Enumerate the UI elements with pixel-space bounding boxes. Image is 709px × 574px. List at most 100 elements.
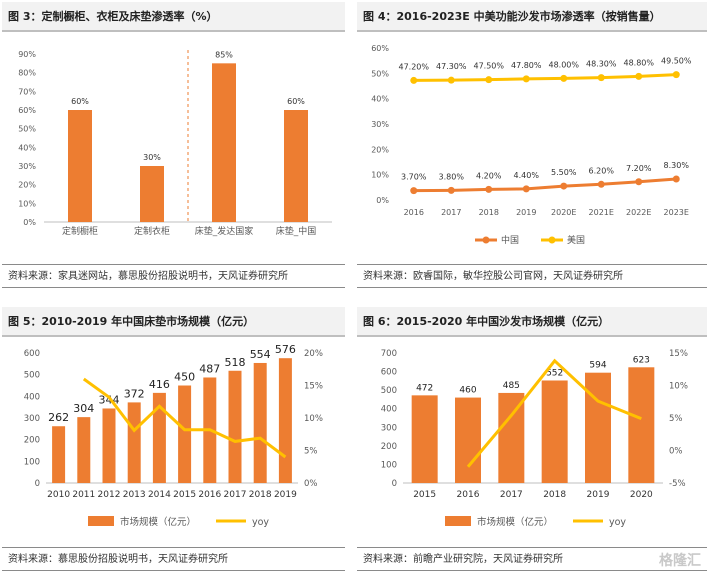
y2-tick-label: 0% — [669, 447, 683, 457]
data-point — [672, 175, 680, 183]
y2-tick-label: 20% — [304, 349, 323, 359]
chart-4-svg: 0 100 200 300 400 500 600 700 -5% 0% 5% 10% 15% 472 20… — [381, 349, 688, 528]
chart-3-svg: 0 100 200 300 400 500 600 0% 5% 10% 15% 20% 262 2010 3… — [24, 343, 323, 528]
y-tick-label: 700 — [381, 349, 397, 359]
data-point — [522, 75, 530, 83]
y-tick-label: 400 — [24, 392, 40, 402]
data-label: 623 — [633, 355, 650, 365]
data-point — [672, 71, 680, 79]
x-tick-label: 2012 — [98, 490, 121, 500]
data-label: 48.30% — [586, 60, 617, 69]
bar — [102, 408, 116, 483]
bar — [77, 417, 91, 483]
y-tick-label: 70% — [18, 87, 36, 96]
bar — [140, 166, 164, 222]
data-point — [485, 185, 493, 193]
y2-tick-label: 15% — [669, 349, 688, 359]
y-tick-label: 20% — [18, 181, 36, 190]
data-label: 450 — [174, 371, 195, 384]
legend-label: 市场规模（亿元） — [120, 516, 196, 528]
y-tick-label: 300 — [24, 414, 40, 424]
y-tick-label: 10% — [371, 171, 389, 180]
data-label: 554 — [250, 348, 271, 361]
y-tick-label: 50% — [18, 125, 36, 134]
series-line-美国 — [413, 73, 677, 82]
data-point — [410, 76, 418, 84]
bar — [127, 402, 141, 483]
data-point — [635, 178, 643, 186]
y-tick-label: 200 — [24, 436, 40, 446]
legend-label: yoy — [609, 517, 626, 528]
y2-tick-label: 5% — [304, 447, 318, 457]
y2-tick-label: 0% — [304, 479, 318, 489]
data-label: 3.70% — [401, 173, 427, 182]
data-label: 472 — [416, 383, 433, 393]
data-label: 48.00% — [548, 60, 579, 69]
y-tick-label: 90% — [18, 50, 36, 59]
data-label: 518 — [225, 356, 246, 369]
legend-swatch — [88, 516, 114, 526]
x-tick-label: 床垫_发达国家 — [195, 225, 254, 237]
chart-2-source: 资料来源：欧睿国际，敏华控股公司官网，天风证券研究所 — [357, 264, 707, 288]
y-tick-label: 500 — [24, 371, 40, 381]
data-label: 304 — [73, 402, 94, 415]
y2-tick-label: -5% — [669, 479, 686, 489]
y-tick-label: 40% — [371, 95, 389, 104]
chart-1-source: 资料来源：家具迷网站，慕思股份招股说明书，天风证券研究所 — [2, 264, 345, 288]
x-tick-label: 2020 — [630, 490, 653, 500]
bar — [455, 397, 481, 483]
x-tick-label: 定制橱柜 — [62, 225, 98, 237]
legend-label: 中国 — [501, 234, 519, 246]
legend-marker — [548, 236, 556, 244]
y-tick-label: 500 — [381, 386, 397, 396]
chart-1-svg: 0% 10% 20% 30% 40% 50% 60% 70% 80% 90% 60% 定制橱柜 30% 定… — [18, 50, 332, 237]
y-tick-label: 10% — [18, 199, 36, 208]
legend-marker — [482, 236, 490, 244]
bar — [628, 367, 655, 483]
y-tick-label: 0% — [23, 218, 36, 227]
legend-label: yoy — [252, 517, 269, 528]
data-label: 47.80% — [511, 61, 542, 70]
chart-panel-1: 图 3：定制橱柜、衣柜及床垫渗透率（%） 0% 10% 20% 30% 40% 50% 60… — [2, 2, 345, 288]
y2-tick-label: 5% — [669, 414, 683, 424]
x-tick-label: 定制衣柜 — [134, 225, 170, 237]
data-label: 372 — [124, 387, 145, 400]
x-tick-label: 床垫_中国 — [276, 225, 317, 237]
x-tick-label: 2019 — [587, 490, 610, 500]
x-tick-label: 2016 — [198, 490, 221, 500]
bar — [52, 426, 66, 483]
data-label: 47.50% — [473, 62, 504, 71]
x-tick-label: 2011 — [72, 490, 95, 500]
data-label: 485 — [503, 381, 520, 391]
x-tick-label: 2017 — [441, 208, 461, 217]
data-label: 8.30% — [664, 161, 690, 170]
bar — [585, 372, 611, 483]
data-label: 47.20% — [398, 62, 429, 71]
y-tick-label: 0% — [376, 196, 389, 205]
data-label: 7.20% — [626, 164, 652, 173]
bar — [68, 110, 92, 222]
data-label: 552 — [546, 368, 563, 378]
x-tick-label: 2019 — [516, 208, 536, 217]
data-label: 5.50% — [551, 168, 577, 177]
y-tick-label: 30% — [18, 162, 36, 171]
data-label: 460 — [459, 386, 476, 396]
y-tick-label: 300 — [381, 423, 397, 433]
data-label: 30% — [143, 153, 161, 162]
bar — [212, 63, 236, 222]
data-label: 47.30% — [436, 62, 467, 71]
data-label: 416 — [149, 378, 170, 391]
bar — [284, 110, 308, 222]
y-tick-label: 100 — [381, 460, 397, 470]
data-point — [597, 180, 605, 188]
bar — [278, 358, 292, 483]
bar — [178, 385, 192, 483]
chart-4-source: 资料来源：前瞻产业研究院，天风证券研究所 — [357, 547, 707, 571]
y-tick-label: 600 — [24, 349, 40, 359]
x-tick-label: 2015 — [173, 490, 196, 500]
data-label: 487 — [199, 362, 220, 375]
y-tick-label: 60% — [18, 106, 36, 115]
x-tick-label: 2021E — [589, 208, 614, 217]
y-tick-label: 50% — [371, 69, 389, 78]
x-tick-label: 2018 — [543, 490, 566, 500]
